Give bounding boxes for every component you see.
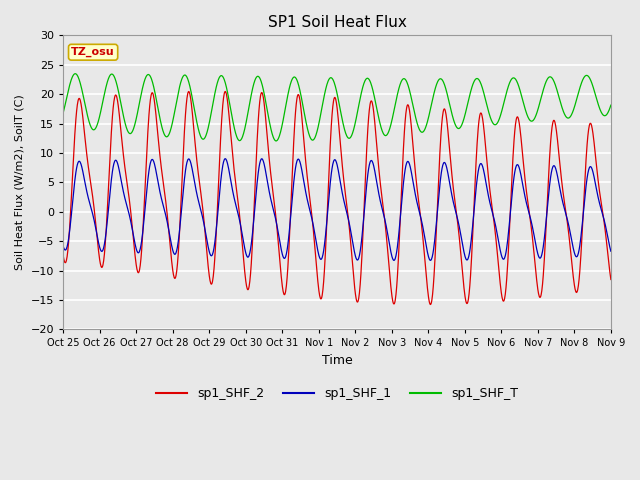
sp1_SHF_1 xyxy=(60,243,67,249)
Text: TZ_osu: TZ_osu xyxy=(71,47,115,58)
sp1_SHF_2 xyxy=(292,105,300,111)
sp1_SHF_1 xyxy=(221,156,229,162)
sp1_SHF_T xyxy=(372,99,380,105)
sp1_SHF_1 xyxy=(292,163,300,168)
sp1_SHF_2 xyxy=(303,173,311,179)
sp1_SHF_2 xyxy=(371,124,379,130)
sp1_SHF_T xyxy=(272,138,280,144)
X-axis label: Time: Time xyxy=(322,354,353,367)
Legend: sp1_SHF_2, sp1_SHF_1, sp1_SHF_T: sp1_SHF_2, sp1_SHF_1, sp1_SHF_T xyxy=(151,383,524,406)
sp1_SHF_1 xyxy=(303,196,311,202)
sp1_SHF_T xyxy=(292,76,300,82)
sp1_SHF_1 xyxy=(124,206,132,212)
sp1_SHF_2 xyxy=(102,238,109,244)
Line: sp1_SHF_2: sp1_SHF_2 xyxy=(63,92,611,304)
Line: sp1_SHF_T: sp1_SHF_T xyxy=(63,74,611,141)
sp1_SHF_T xyxy=(60,110,67,116)
sp1_SHF_2 xyxy=(221,89,229,95)
sp1_SHF_T xyxy=(124,129,132,135)
sp1_SHF_2 xyxy=(60,252,67,258)
sp1_SHF_T xyxy=(314,127,321,133)
Line: sp1_SHF_1: sp1_SHF_1 xyxy=(63,159,611,260)
sp1_SHF_2 xyxy=(607,276,614,282)
sp1_SHF_2 xyxy=(124,185,132,191)
sp1_SHF_1 xyxy=(102,234,109,240)
sp1_SHF_1 xyxy=(313,244,321,250)
sp1_SHF_2 xyxy=(426,301,434,307)
sp1_SHF_1 xyxy=(607,248,614,254)
sp1_SHF_1 xyxy=(390,257,397,263)
sp1_SHF_T xyxy=(102,85,109,91)
sp1_SHF_T xyxy=(304,126,312,132)
sp1_SHF_T xyxy=(71,71,79,77)
Title: SP1 Soil Heat Flux: SP1 Soil Heat Flux xyxy=(268,15,406,30)
Y-axis label: Soil Heat Flux (W/m2), SoilT (C): Soil Heat Flux (W/m2), SoilT (C) xyxy=(15,95,25,270)
sp1_SHF_2 xyxy=(313,270,321,276)
sp1_SHF_1 xyxy=(371,170,379,176)
sp1_SHF_T xyxy=(607,102,614,108)
